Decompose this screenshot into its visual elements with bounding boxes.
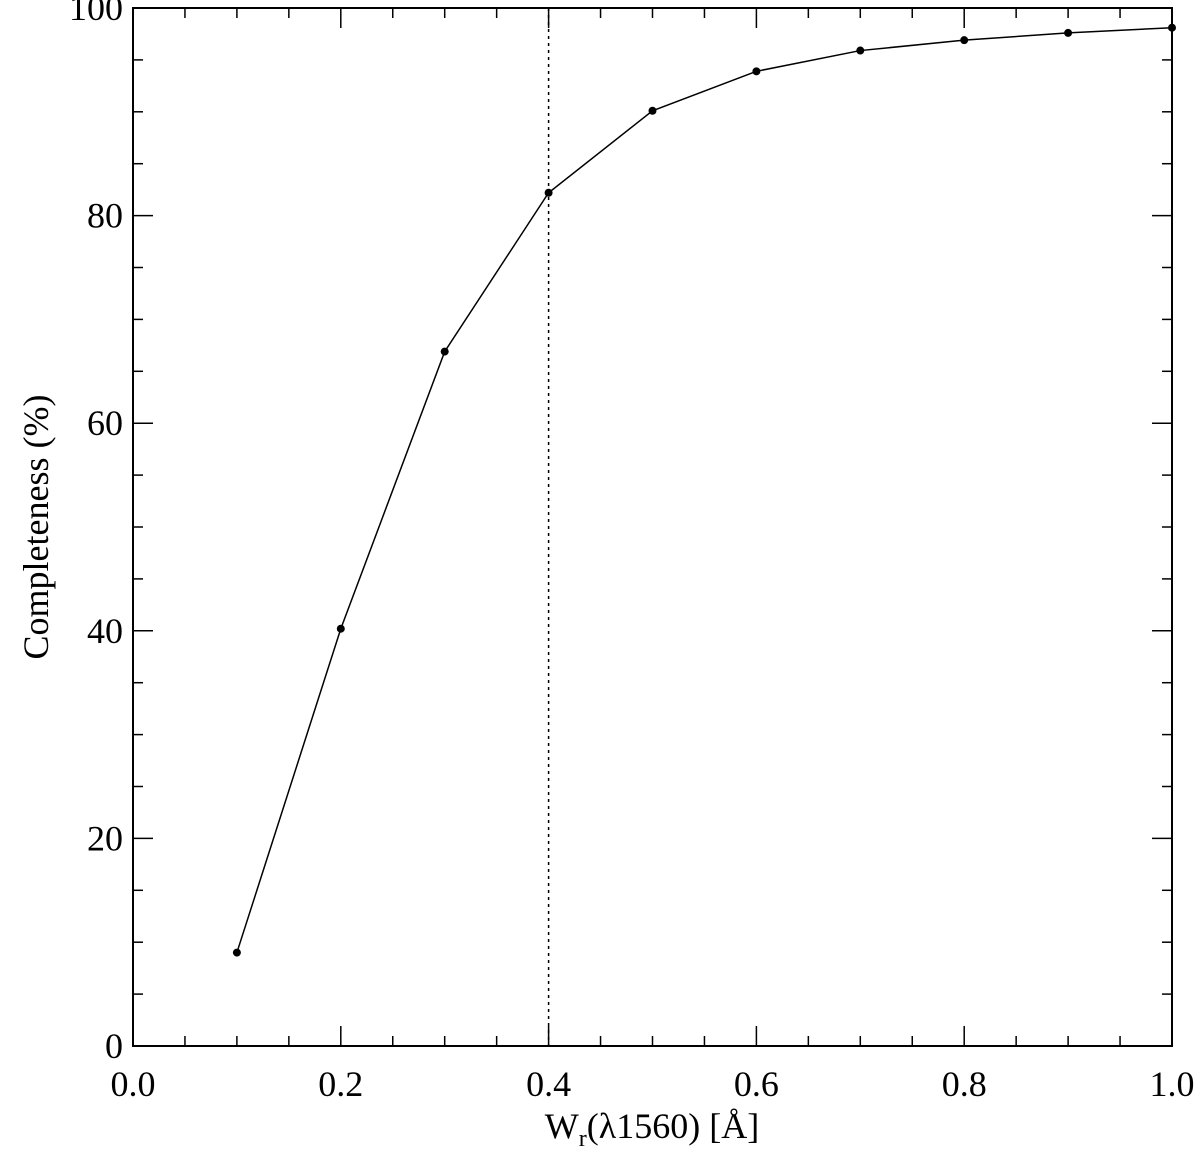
y-tick-label: 60 — [87, 403, 123, 443]
x-tick-label: 1.0 — [1150, 1064, 1195, 1104]
data-point — [960, 36, 969, 45]
x-tick-label: 0.4 — [526, 1064, 571, 1104]
y-tick-label: 100 — [69, 0, 123, 28]
x-tick-label: 0.2 — [318, 1064, 363, 1104]
x-axis-label-sub: r — [579, 1126, 587, 1152]
y-tick-label: 0 — [105, 1026, 123, 1066]
data-point — [1064, 28, 1073, 37]
x-axis-label: Wr(λ1560) [Å] — [545, 1106, 759, 1152]
plot-frame — [132, 7, 1173, 1047]
data-point — [1168, 23, 1176, 32]
x-axis-label-rest: (λ1560) [Å] — [587, 1106, 759, 1146]
data-point — [440, 347, 449, 356]
data-point — [232, 948, 241, 957]
data-point — [856, 46, 865, 55]
x-axis-label-main: W — [545, 1106, 579, 1146]
data-point — [752, 67, 761, 76]
data-point — [544, 188, 553, 197]
y-tick-label: 80 — [87, 196, 123, 236]
y-axis-label: Completeness (%) — [16, 395, 56, 660]
x-tick-label: 0.0 — [111, 1064, 156, 1104]
y-tick-label: 20 — [87, 818, 123, 858]
data-point — [648, 106, 657, 115]
data-point — [336, 624, 345, 633]
y-tick-label: 40 — [87, 611, 123, 651]
x-tick-label: 0.6 — [734, 1064, 779, 1104]
data-line — [236, 26, 1173, 953]
x-tick-label: 0.8 — [942, 1064, 987, 1104]
